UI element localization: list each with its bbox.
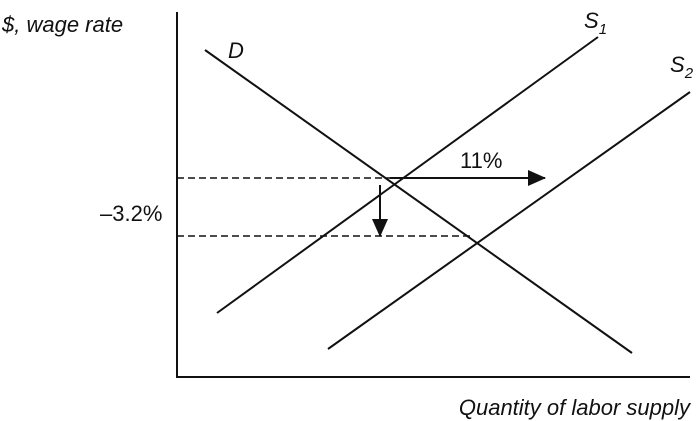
curve-label-subscript: 2: [684, 65, 694, 82]
demand-curve: [204, 49, 633, 354]
curve-label: D: [228, 38, 244, 63]
axes: [176, 12, 690, 378]
curve-label: S1: [584, 8, 607, 38]
curve-label-main: S: [584, 8, 599, 33]
annotation: 11%: [460, 148, 502, 173]
curve-label: S2: [670, 52, 694, 82]
supply-curve-1: [216, 36, 599, 314]
annotation: –3.2%: [100, 201, 162, 226]
curve-label-main: S: [670, 52, 685, 77]
x-axis-label: Quantity of labor supply: [459, 395, 692, 420]
supply-curve-2: [327, 91, 691, 350]
curve-label-subscript: 1: [599, 21, 607, 38]
y-axis-label: $, wage rate: [1, 12, 123, 37]
